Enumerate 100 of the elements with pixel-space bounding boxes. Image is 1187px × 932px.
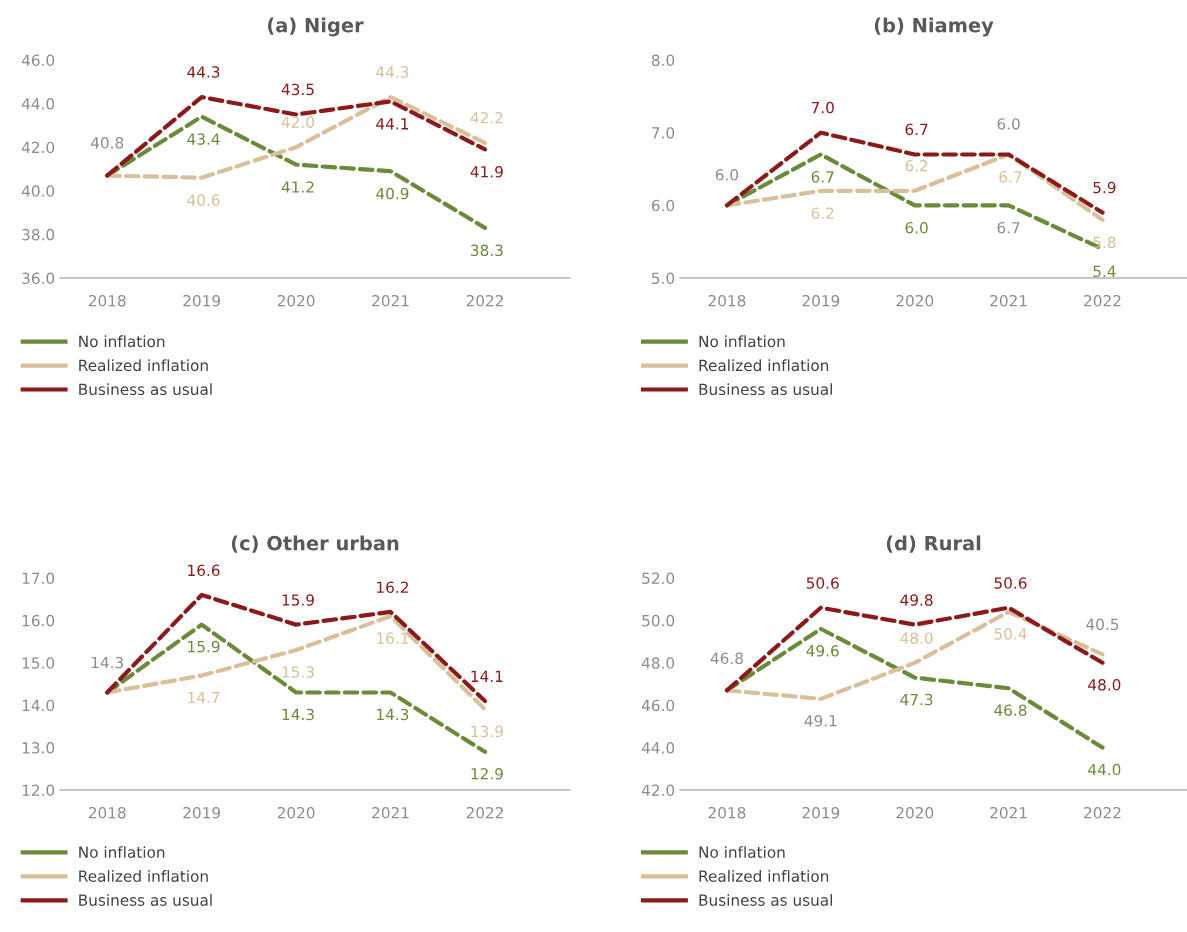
data-label: 16.6 <box>188 564 220 577</box>
y-tick-label: 14.0 <box>22 699 55 712</box>
legend-label: No inflation <box>79 335 165 348</box>
data-label: 44.3 <box>187 66 220 78</box>
data-label: 49.8 <box>900 594 933 606</box>
legend-label: Business as usual <box>699 894 832 906</box>
data-label: 46.8 <box>994 704 1027 716</box>
data-label: 47.3 <box>900 693 933 706</box>
annotation: 6.0 <box>715 169 739 181</box>
data-label: 6.7 <box>811 171 834 183</box>
data-label: 6.0 <box>905 221 928 234</box>
data-label: 13.9 <box>471 725 503 738</box>
legend-label: Realized inflation <box>699 870 829 882</box>
x-tick-label: 2018 <box>88 806 126 819</box>
y-tick-label: 44.0 <box>21 98 55 110</box>
annotation: 14.3 <box>91 656 124 669</box>
x-tick-label: 2019 <box>802 806 840 819</box>
data-label: 48.0 <box>900 632 933 644</box>
y-tick-label: 8.0 <box>651 54 675 67</box>
legend-label: Realized inflation <box>79 359 208 372</box>
data-label: 15.9 <box>282 594 314 606</box>
x-tick-label: 2020 <box>277 806 315 819</box>
x-tick-label: 2020 <box>896 294 934 307</box>
y-tick-label: 40.0 <box>21 185 55 197</box>
data-label: 14.3 <box>377 708 409 721</box>
y-tick-label: 17.0 <box>22 572 55 585</box>
y-tick-label: 5.0 <box>652 272 675 285</box>
data-label: 38.3 <box>471 244 503 257</box>
data-label: 50.6 <box>994 577 1027 589</box>
chart-title: (d) Rural <box>886 535 981 553</box>
data-label: 43.5 <box>281 83 314 96</box>
x-tick-label: 2021 <box>372 294 409 307</box>
data-label: 12.9 <box>471 768 503 780</box>
data-label: 7.0 <box>811 101 834 114</box>
y-tick-label: 48.0 <box>641 657 675 669</box>
legend-label: Business as usual <box>79 383 212 396</box>
data-label: 14.7 <box>188 691 220 704</box>
data-label: 16.1 <box>377 632 409 644</box>
y-tick-label: 42.0 <box>21 141 55 154</box>
x-tick-label: 2019 <box>802 294 840 307</box>
data-label: 49.6 <box>806 645 839 657</box>
legend-label: Business as usual <box>79 894 212 906</box>
data-label: 6.2 <box>905 159 928 172</box>
data-label: 5.9 <box>1093 181 1116 194</box>
legend-label: No inflation <box>699 335 785 348</box>
y-tick-label: 46.0 <box>641 699 675 712</box>
annotation: 40.5 <box>1086 618 1119 631</box>
data-label: 48.0 <box>1088 678 1121 691</box>
chart-title: (b) Niamey <box>874 17 994 37</box>
y-tick-label: 6.0 <box>651 199 675 212</box>
x-tick-label: 2019 <box>183 806 221 819</box>
x-tick-label: 2020 <box>277 294 315 307</box>
x-tick-label: 2021 <box>372 806 409 819</box>
y-tick-label: 42.0 <box>641 784 675 797</box>
data-label: 5.8 <box>1093 236 1116 249</box>
x-tick-label: 2021 <box>990 806 1027 819</box>
y-tick-label: 16.0 <box>22 614 55 627</box>
y-tick-label: 36.0 <box>22 272 55 285</box>
legend-label: No inflation <box>79 846 165 858</box>
annotation: 40.8 <box>90 137 124 149</box>
legend-label: Realized inflation <box>699 359 829 372</box>
y-tick-label: 13.0 <box>22 742 55 754</box>
annotation: 6.7 <box>997 221 1020 234</box>
x-tick-label: 2018 <box>708 806 746 819</box>
chart-title: (a) Niger <box>268 17 364 37</box>
y-tick-label: 50.0 <box>642 614 675 627</box>
x-tick-label: 2022 <box>1084 294 1121 307</box>
legend-label: No inflation <box>699 846 785 858</box>
data-label: 16.2 <box>377 581 408 594</box>
data-label: 14.1 <box>471 670 503 682</box>
data-label: 42.0 <box>281 116 314 128</box>
x-tick-label: 2019 <box>183 294 221 307</box>
data-label: 6.2 <box>811 207 834 219</box>
y-tick-label: 52.0 <box>642 572 675 585</box>
data-label: 14.3 <box>282 708 314 721</box>
annotation: 46.8 <box>710 652 743 665</box>
data-label: 50.6 <box>806 577 839 589</box>
data-label: 15.3 <box>282 666 314 678</box>
x-tick-label: 2021 <box>990 294 1027 307</box>
data-label: 50.4 <box>994 628 1027 640</box>
x-tick-label: 2020 <box>896 806 934 819</box>
y-tick-label: 38.0 <box>22 228 55 241</box>
x-tick-label: 2018 <box>88 294 126 307</box>
data-label: 44.0 <box>1088 763 1121 776</box>
data-label: 41.9 <box>470 166 503 178</box>
y-tick-label: 7.0 <box>652 127 675 139</box>
data-label: 6.7 <box>999 171 1022 183</box>
data-label: 44.1 <box>376 118 409 130</box>
x-tick-label: 2022 <box>1084 806 1121 819</box>
data-label: 40.9 <box>376 187 409 200</box>
x-tick-label: 2022 <box>466 294 503 307</box>
data-label: 42.2 <box>470 111 503 124</box>
y-tick-label: 46.0 <box>21 54 55 67</box>
chart-title: (c) Other urban <box>231 535 399 553</box>
data-label: 44.3 <box>376 66 409 78</box>
y-tick-label: 44.0 <box>641 742 675 754</box>
annotation: 49.1 <box>804 715 837 727</box>
data-label: 6.7 <box>905 123 928 136</box>
annotation: 6.0 <box>997 118 1020 130</box>
x-tick-label: 2018 <box>708 294 746 307</box>
